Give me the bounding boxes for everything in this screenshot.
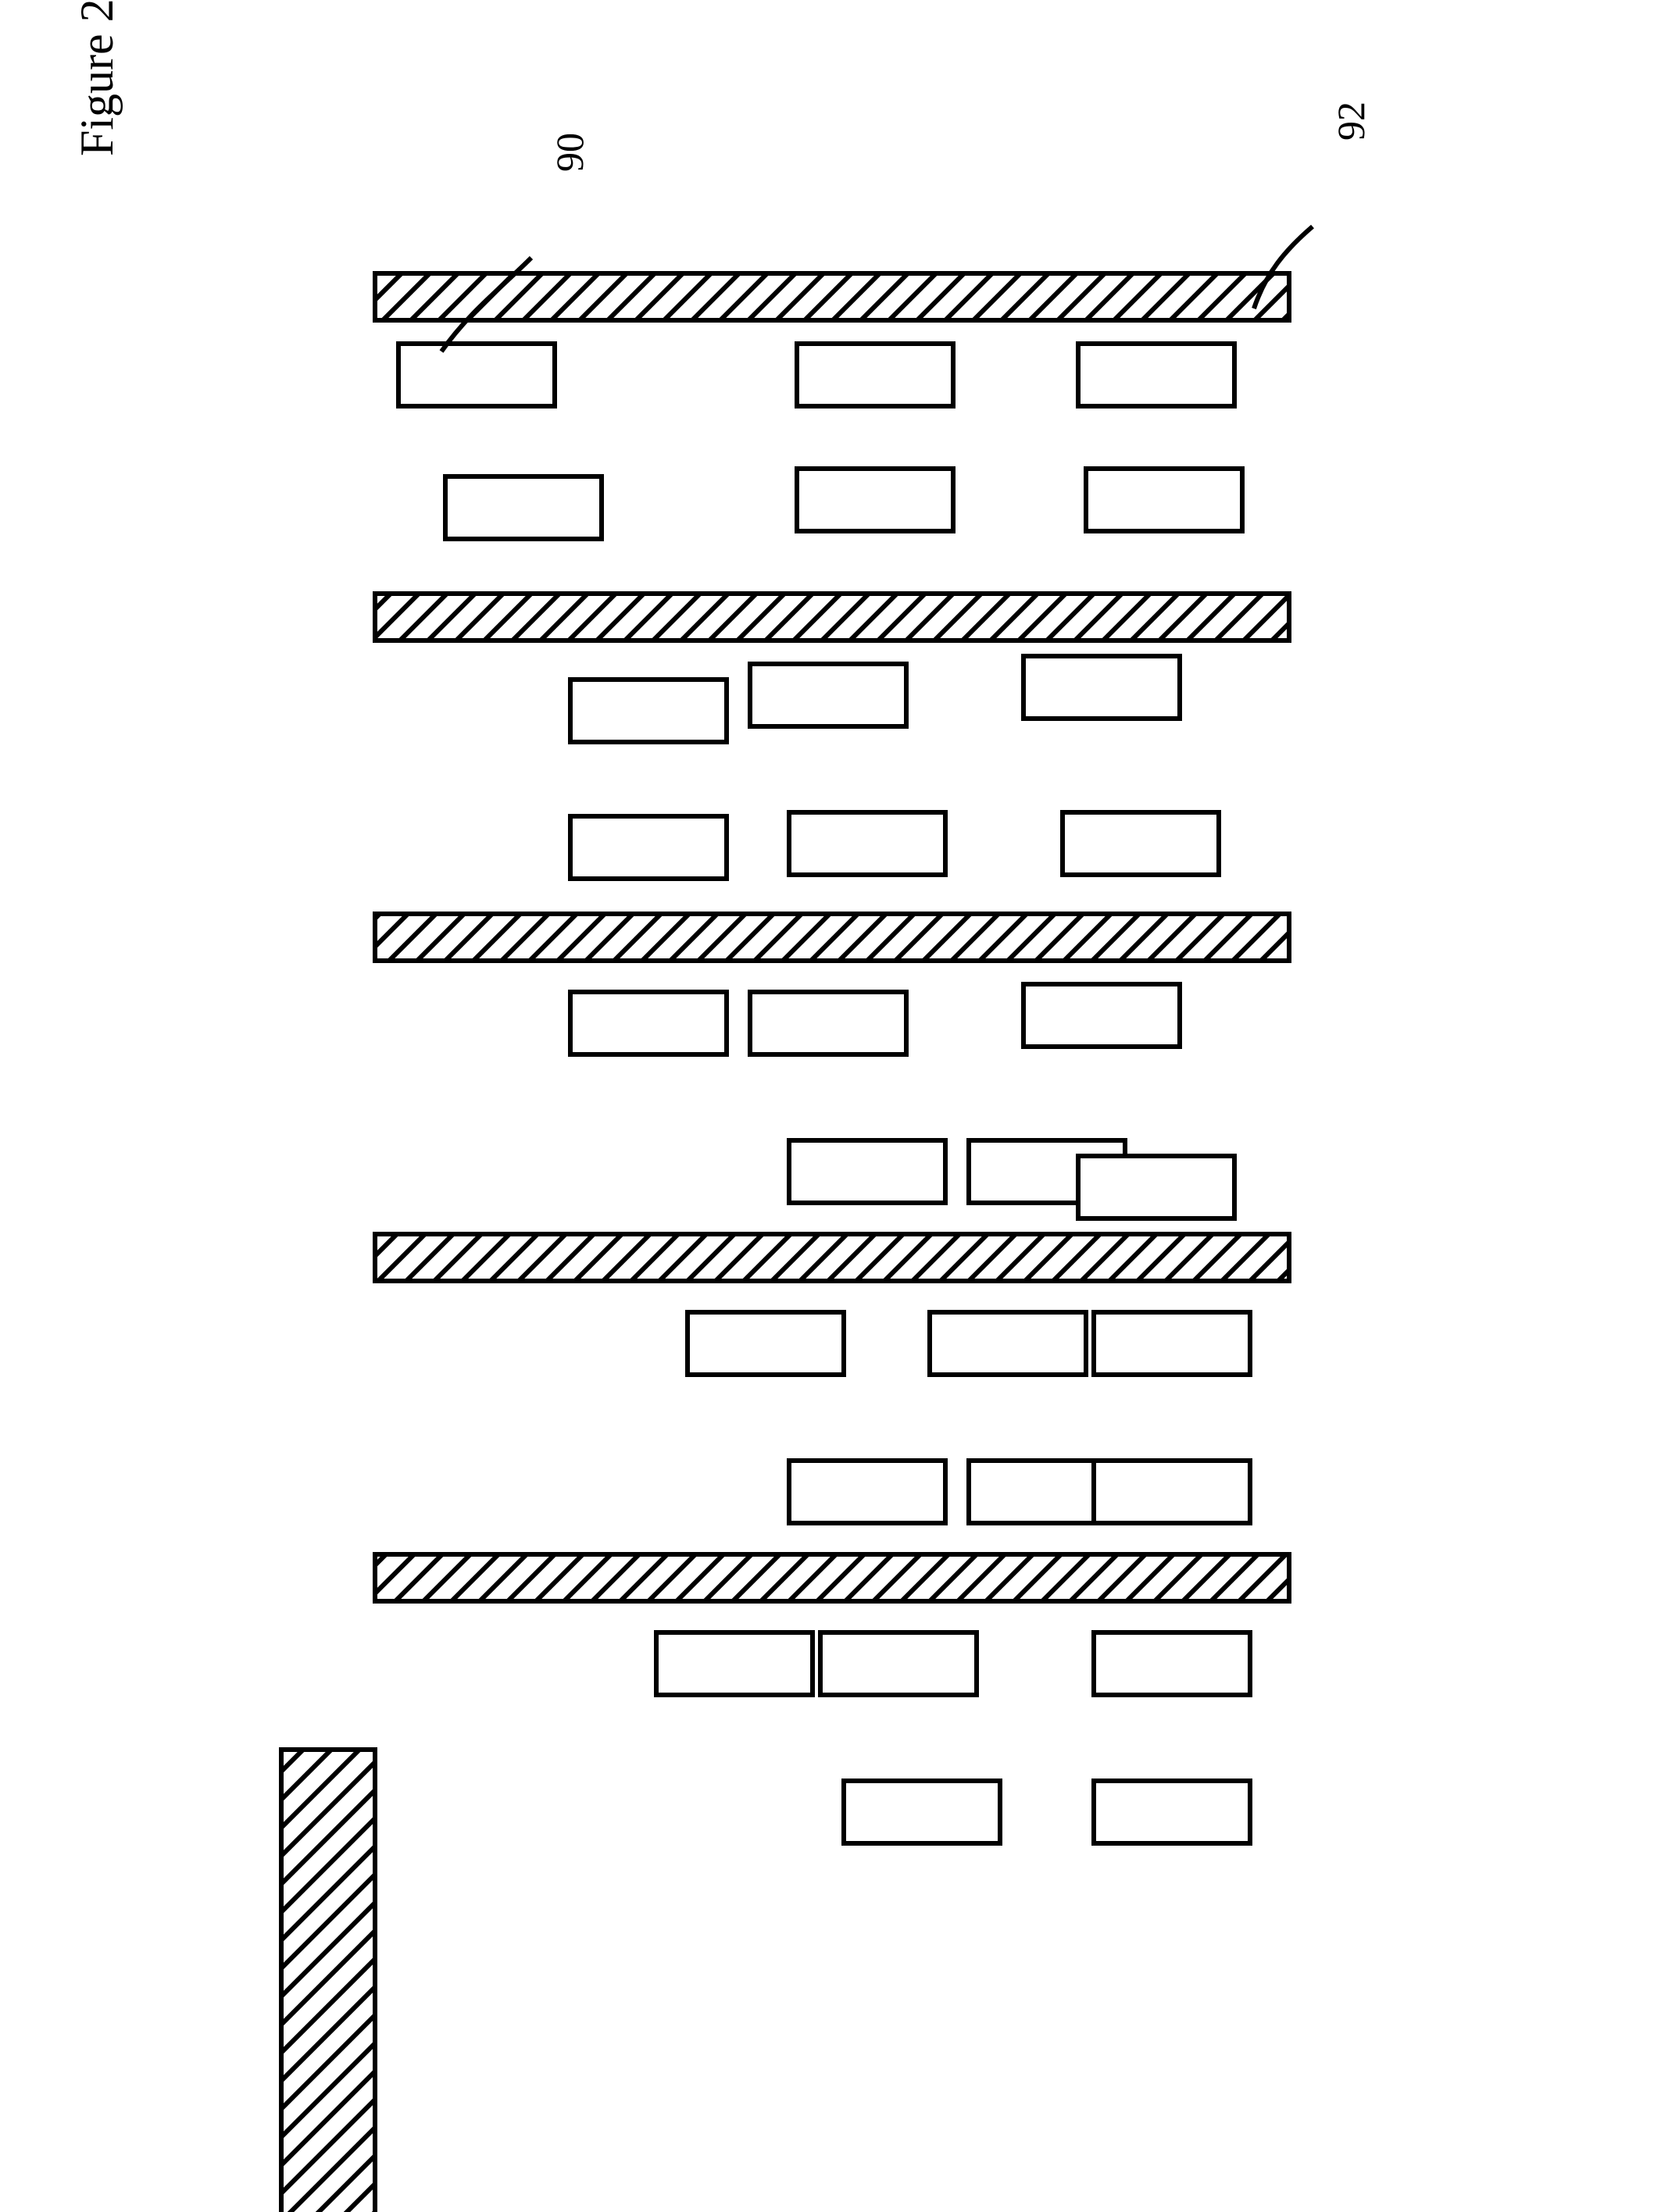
item-box-27 — [1094, 1632, 1250, 1695]
item-box-8 — [797, 344, 953, 406]
item-box-3 — [570, 816, 727, 879]
item-box-11 — [1086, 469, 1242, 531]
arm-1 — [375, 594, 1289, 640]
item-box-18 — [688, 1312, 844, 1375]
figure-stage: Figure 2 9092 — [0, 0, 1661, 2212]
item-box-10 — [1078, 344, 1234, 406]
item-box-24 — [656, 1632, 813, 1695]
item-box-17 — [1023, 984, 1180, 1047]
item-box-26 — [844, 1781, 1000, 1843]
item-box-2 — [570, 680, 727, 742]
item-box-7 — [1063, 812, 1219, 875]
item-box-12 — [570, 992, 727, 1054]
item-box-4 — [750, 664, 906, 726]
item-box-13 — [750, 992, 906, 1054]
figure-svg — [0, 0, 1661, 2212]
callout-label-92: 92 — [1328, 102, 1373, 141]
item-box-23 — [1094, 1461, 1250, 1523]
item-box-0 — [398, 344, 555, 406]
item-box-19 — [789, 1461, 945, 1523]
item-box-16 — [1078, 1156, 1234, 1218]
item-box-6 — [1023, 656, 1180, 719]
item-box-25 — [820, 1632, 977, 1695]
item-box-22 — [1094, 1312, 1250, 1375]
item-box-28 — [1094, 1781, 1250, 1843]
item-box-5 — [789, 812, 945, 875]
base-column — [281, 1750, 375, 2212]
arm-0 — [375, 273, 1289, 320]
arm-3 — [375, 1234, 1289, 1281]
arm-4 — [375, 1554, 1289, 1601]
item-box-1 — [445, 476, 602, 539]
arm-2 — [375, 914, 1289, 961]
callout-label-90: 90 — [547, 133, 592, 172]
item-box-14 — [789, 1140, 945, 1203]
item-box-9 — [797, 469, 953, 531]
item-box-20 — [930, 1312, 1086, 1375]
